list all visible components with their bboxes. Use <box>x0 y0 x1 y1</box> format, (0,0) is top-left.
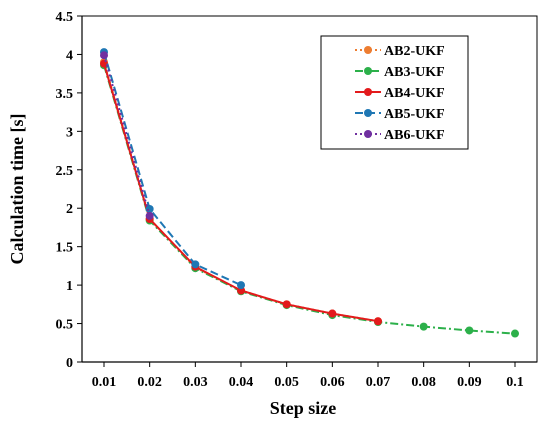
y-tick-label: 1.5 <box>56 241 74 256</box>
data-point <box>465 326 474 335</box>
legend-item: AB6-UKF <box>355 128 445 143</box>
legend-label: AB3-UKF <box>384 65 445 80</box>
series-line <box>103 54 151 217</box>
data-point <box>145 211 154 220</box>
legend-item: AB3-UKF <box>355 65 445 80</box>
y-tick-label: 0.5 <box>56 318 74 333</box>
y-axis-ticks: 0 0.5 1 1.5 2 2.5 3 3.5 4 4.5 <box>56 10 82 371</box>
legend-label: AB2-UKF <box>384 44 445 59</box>
x-axis-ticks: 0.01 0.02 0.03 0.04 0.05 0.06 0.07 0.08 0.09 0.1 <box>92 362 524 390</box>
y-tick-label: 2 <box>66 202 73 217</box>
y-tick-label: 1 <box>66 279 73 294</box>
x-tick-label: 0.05 <box>274 375 299 390</box>
series-ab6-ukf <box>100 51 154 220</box>
y-tick-label: 4 <box>66 48 73 63</box>
data-point <box>100 51 108 60</box>
y-tick-label: 0 <box>66 356 73 371</box>
data-point <box>191 260 200 269</box>
data-point <box>237 281 245 290</box>
x-tick-label: 0.1 <box>506 375 524 390</box>
x-tick-label: 0.03 <box>183 375 208 390</box>
legend-marker <box>364 46 372 54</box>
series-line <box>103 51 242 287</box>
legend-item: AB2-UKF <box>355 44 445 59</box>
series-ab5-ukf <box>100 48 245 290</box>
data-point <box>511 329 519 338</box>
legend-box <box>320 35 469 150</box>
legend-label: AB6-UKF <box>384 128 445 143</box>
legend-item: AB4-UKF <box>355 86 445 101</box>
x-tick-label: 0.06 <box>320 375 345 390</box>
legend-marker <box>364 109 372 117</box>
y-tick-label: 3 <box>66 125 73 140</box>
series-layer <box>100 48 519 338</box>
data-point <box>328 309 337 318</box>
data-point <box>419 322 428 331</box>
legend-items: AB2-UKF AB3-UKF AB4-UKF AB5-UKF AB6-UKF <box>355 44 445 143</box>
x-tick-label: 0.04 <box>229 375 254 390</box>
x-tick-label: 0.01 <box>92 375 117 390</box>
legend-marker <box>364 130 372 138</box>
x-axis-title: Step size <box>270 398 337 418</box>
x-tick-label: 0.07 <box>366 375 391 390</box>
x-tick-label: 0.09 <box>457 375 482 390</box>
legend-label: AB4-UKF <box>384 86 445 101</box>
series-line <box>103 64 516 335</box>
x-tick-label: 0.02 <box>137 375 162 390</box>
legend-item: AB5-UKF <box>355 107 445 122</box>
plot-frame <box>81 15 538 363</box>
y-axis-title: Calculation time [s] <box>7 114 27 265</box>
legend-label: AB5-UKF <box>384 107 445 122</box>
y-tick-label: 2.5 <box>56 164 74 179</box>
y-tick-label: 3.5 <box>56 87 74 102</box>
x-tick-label: 0.08 <box>411 375 436 390</box>
legend: AB2-UKF AB3-UKF AB4-UKF AB5-UKF AB6-UKF <box>320 35 469 150</box>
data-point <box>374 317 382 326</box>
y-tick-label: 4.5 <box>56 10 74 25</box>
data-point <box>282 300 291 309</box>
legend-marker <box>364 67 372 75</box>
legend-marker <box>364 88 372 96</box>
